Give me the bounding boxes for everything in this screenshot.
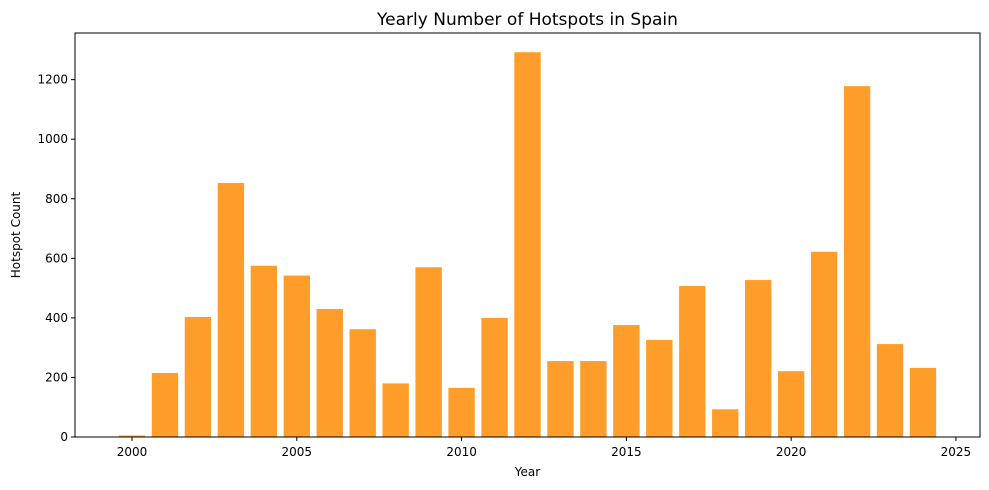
plot-frame <box>74 32 981 438</box>
bar-2011 <box>481 317 508 437</box>
y-axis-label: Hotspot Count <box>9 191 23 278</box>
bar-2023 <box>876 344 904 437</box>
bar-2009 <box>415 267 442 437</box>
y-tick-label: 400 <box>45 311 68 325</box>
chart-title: Yearly Number of Hotspots in Spain <box>376 10 678 30</box>
bar-2021 <box>810 251 838 437</box>
bar-2022 <box>843 86 871 437</box>
bar-2013 <box>547 361 574 437</box>
y-tick-label: 1000 <box>37 132 68 146</box>
bar-2007 <box>349 329 376 437</box>
bar-2019 <box>745 280 772 437</box>
bar-2005 <box>283 275 310 437</box>
bar-2002 <box>184 316 212 437</box>
x-tick-label: 2000 <box>117 445 148 459</box>
bar-2020 <box>777 371 805 437</box>
y-tick-label: 600 <box>45 251 68 265</box>
bar-2001 <box>151 372 179 437</box>
y-axis-ticks: 0 200 400 600 800 1000 1200 <box>37 73 75 444</box>
bar-2000 <box>118 435 146 437</box>
bar-2024 <box>909 367 937 437</box>
x-axis-ticks: 2000 2005 2010 2015 2020 2025 <box>117 437 971 459</box>
x-tick-label: 2010 <box>446 445 477 459</box>
x-tick-label: 2005 <box>282 445 313 459</box>
x-tick-label: 2025 <box>941 445 972 459</box>
x-tick-label: 2020 <box>776 445 807 459</box>
y-tick-label: 200 <box>45 370 68 384</box>
bar-2010 <box>448 387 475 437</box>
y-tick-label: 0 <box>60 430 68 444</box>
x-axis-label: Year <box>514 465 540 479</box>
bar-2004 <box>250 265 278 437</box>
bar-group <box>118 52 937 437</box>
bar-2015 <box>613 325 640 437</box>
bar-2016 <box>646 339 673 437</box>
bar-2003 <box>217 182 245 437</box>
y-tick-label: 800 <box>45 192 68 206</box>
bar-2006 <box>316 308 343 437</box>
bar-2008 <box>382 383 409 437</box>
bar-2018 <box>712 409 739 437</box>
bar-2012 <box>514 52 541 437</box>
bar-2017 <box>679 286 706 437</box>
x-tick-label: 2015 <box>611 445 642 459</box>
bar-2014 <box>580 361 607 437</box>
y-tick-label: 1200 <box>37 73 68 87</box>
